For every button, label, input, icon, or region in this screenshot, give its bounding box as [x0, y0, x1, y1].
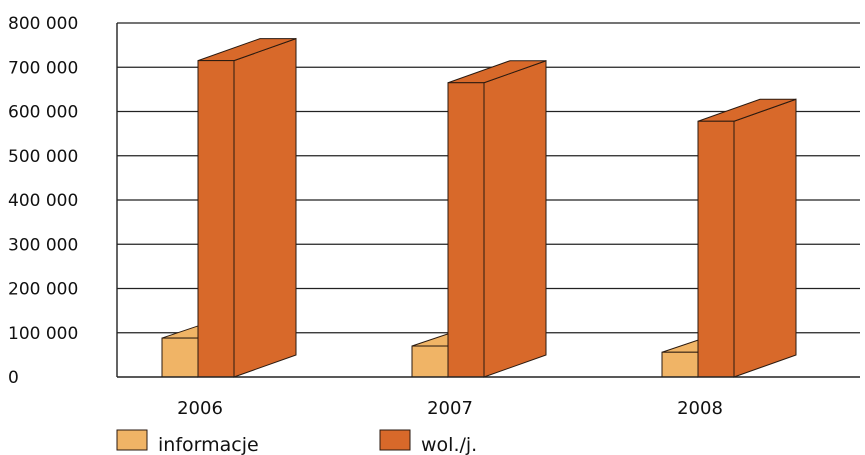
y-tick-label: 100 000 [8, 324, 78, 344]
legend-swatch [116, 429, 148, 451]
bar-front-face [661, 351, 699, 378]
bars [161, 37, 797, 378]
y-tick-label: 600 000 [8, 103, 78, 123]
legend-swatch [379, 429, 411, 451]
y-tick-label: 500 000 [8, 147, 78, 167]
y-tick-label: 0 [8, 368, 19, 388]
y-tick-label: 800 000 [8, 14, 78, 34]
y-tick-label: 400 000 [8, 191, 78, 211]
bar-wol-j--2007 [447, 60, 547, 378]
x-tick-label: 2006 [177, 398, 223, 419]
legend-label: wol./j. [421, 434, 477, 455]
legend: informacje wol./j. [116, 429, 477, 455]
y-axis-tick-labels: 0 100 000 200 000 300 000 400 000 500 000 600 … [8, 14, 78, 388]
bar-side-face [483, 60, 547, 378]
bar-front-face [411, 345, 449, 378]
y-tick-label: 700 000 [8, 58, 78, 78]
x-axis: 2006 2007 2008 [117, 376, 860, 419]
legend-label: informacje [158, 434, 259, 455]
bar-front-face [161, 337, 199, 378]
bar-front-face [197, 60, 235, 378]
bar-front-face [447, 82, 485, 378]
bar-side-face [733, 98, 797, 378]
y-tick-label: 300 000 [8, 235, 78, 255]
bar-front-face [697, 120, 735, 378]
bar-wol-j--2006 [197, 37, 297, 378]
x-tick-label: 2007 [427, 398, 473, 419]
bar-side-face [233, 37, 297, 378]
bar-wol-j--2008 [697, 98, 797, 378]
x-tick-label: 2008 [677, 398, 723, 419]
y-tick-label: 200 000 [8, 280, 78, 300]
